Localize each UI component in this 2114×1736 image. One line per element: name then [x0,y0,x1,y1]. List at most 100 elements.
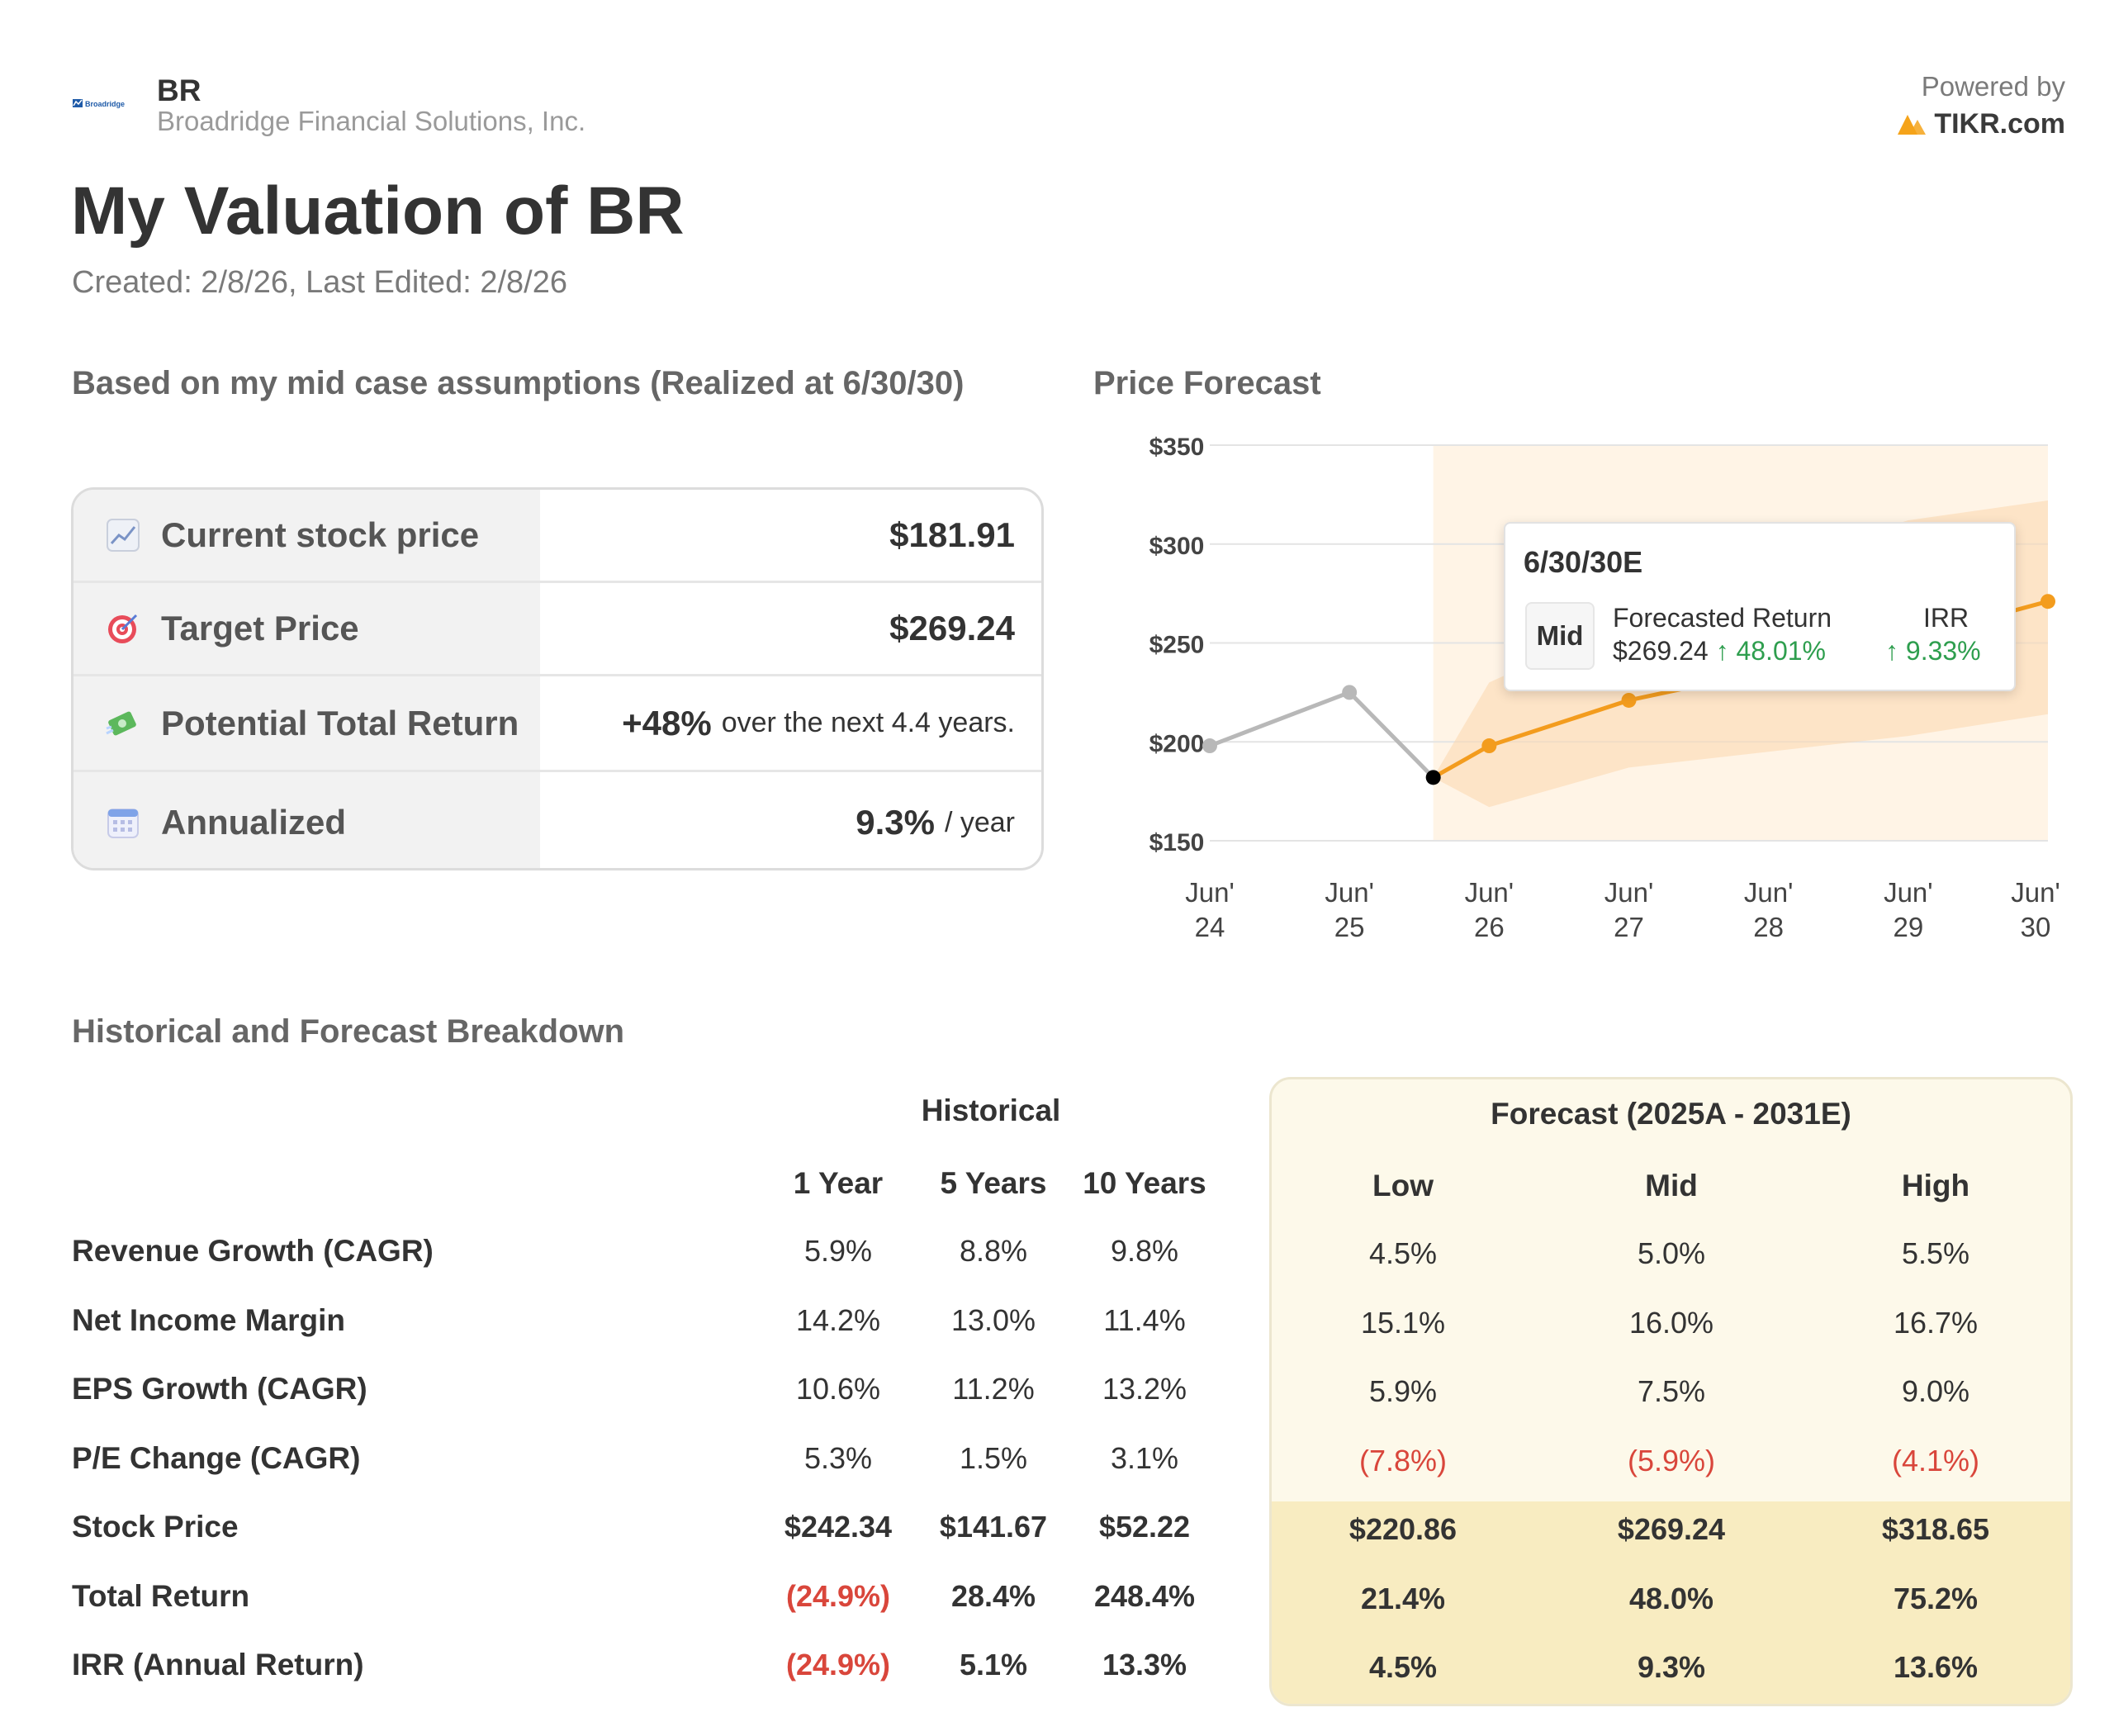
chart-tooltip: 6/30/30E Mid Forecasted Return $269.24 ↑… [1504,522,2016,691]
forecast-cell: $220.86 [1349,1512,1458,1546]
historical-cell: 5.1% [959,1648,1028,1681]
forecast-cell: 16.7% [1893,1305,1979,1340]
summary-row-annualized: Annualized 9.3% / year [73,772,1041,868]
logo-text: Broadridge [85,100,125,108]
tooltip-irr-label: IRR [1923,603,1969,633]
historical-cell: $242.34 [784,1510,893,1544]
tikr-logo-icon [1898,115,1927,135]
summary-row-current-price: Current stock price $181.91 [73,490,1041,583]
calendar-icon [105,804,141,841]
historical-cell: 3.1% [1110,1440,1179,1475]
x-tick-label: 27 [1614,912,1644,942]
current-price-point [1425,770,1441,785]
tooltip-return-pct: ↑ 48.01% [1715,636,1826,666]
tooltip-forecasted-return-label: Forecasted Return [1613,603,1832,633]
forecast-cell: (5.9%) [1627,1443,1716,1477]
summary-row-total-return: Potential Total Return +48% over the nex… [73,676,1041,772]
historical-cell: (24.9%) [785,1578,891,1613]
historical-cell: 11.4% [1103,1302,1186,1337]
x-tick-label: Jun' [1604,877,1654,908]
historical-group-header: Historical [921,1093,1061,1127]
forecast-mid-point [1481,738,1497,754]
forecast-cell: 5.9% [1368,1374,1438,1408]
forecast-cell: (7.8%) [1358,1443,1448,1477]
y-tick-label: $150 [1149,829,1205,856]
breakdown-row-label: IRR (Annual Return) [72,1648,364,1681]
historical-cell: 8.8% [959,1234,1028,1268]
x-tick-label: Jun' [1884,877,1933,908]
historical-col-header: 1 Year [793,1166,884,1200]
x-tick-label: 30 [2021,912,2051,942]
tikr-brand-link[interactable]: TIKR.com [1896,108,2065,140]
forecast-cell: $269.24 [1617,1512,1726,1546]
y-tick-label: $350 [1149,434,1205,461]
x-tick-label: 25 [1334,912,1365,942]
forecast-cell: 13.6% [1893,1650,1979,1684]
breakdown-heading: Historical and Forecast Breakdown [72,1013,625,1050]
breakdown-row-label: Total Return [72,1578,250,1613]
created-edited-dates: Created: 2/8/26, Last Edited: 2/8/26 [72,265,567,300]
historical-cell: 9.8% [1110,1234,1179,1268]
historical-cell: (24.9%) [785,1648,891,1681]
ticker-symbol: BR [157,74,201,107]
forecast-cell: 16.0% [1628,1305,1714,1340]
summary-label: Potential Total Return [161,703,519,742]
historical-cell: 5.3% [803,1440,873,1475]
y-tick-label: $250 [1149,632,1205,659]
historical-price-point [1342,685,1358,700]
y-tick-label: $200 [1149,730,1205,757]
summary-label: Current stock price [161,515,480,554]
historical-price-point [1202,738,1217,754]
summary-row-target-price: Target Price $269.24 [73,583,1041,676]
historical-cell: 13.0% [950,1302,1036,1337]
breakdown-row-label: Stock Price [72,1510,239,1544]
x-tick-label: 24 [1195,912,1225,942]
price-forecast-chart[interactable]: $150 $200 $250 $300 $350 Jun' 24 Jun' 25 Jun' 26 Ju… [1090,413,2081,975]
forecast-col-header: Mid [1645,1169,1698,1202]
historical-cell: 28.4% [950,1578,1036,1613]
x-tick-label: Jun' [1465,877,1514,908]
forecast-cell: 9.0% [1901,1374,1970,1408]
historical-cell: 14.2% [795,1302,881,1337]
forecast-group-header: Forecast (2025A - 2031E) [1491,1097,1851,1131]
forecast-cell: 75.2% [1893,1581,1979,1615]
y-tick-label: $300 [1149,533,1205,560]
tooltip-case-badge: Mid [1525,602,1595,670]
annualized-suffix: / year [944,806,1015,838]
historical-cell: 13.3% [1102,1648,1187,1681]
tooltip-irr-value: ↑ 9.33% [1885,636,1981,666]
x-tick-label: Jun' [2011,877,2060,908]
historical-cell: 5.9% [803,1234,873,1268]
historical-cell: 11.2% [952,1372,1035,1406]
tikr-brand-text: TIKR.com [1934,108,2065,140]
annualized-value: 9.3% [856,803,935,842]
forecast-cell: 5.5% [1901,1236,1970,1270]
money-icon [105,705,141,742]
forecast-cell: $318.65 [1881,1512,1990,1546]
company-name: Broadridge Financial Solutions, Inc. [157,106,586,136]
breakdown-row-label: EPS Growth (CAGR) [72,1372,367,1406]
forecast-cell: 21.4% [1360,1581,1446,1615]
historical-cell: 13.2% [1102,1372,1187,1406]
forecast-cell: 48.0% [1628,1581,1714,1615]
broadridge-logo: Broadridge [73,99,125,108]
forecast-cell: 9.3% [1637,1650,1706,1684]
powered-by-label: Powered by [1921,71,2065,102]
historical-col-header: 10 Years [1083,1166,1206,1200]
historical-cell: $52.22 [1098,1510,1191,1544]
historical-cell: 1.5% [959,1440,1028,1475]
forecast-cell: 4.5% [1368,1236,1438,1270]
x-tick-label: 29 [1893,912,1923,942]
summary-heading: Based on my mid case assumptions (Realiz… [72,365,965,401]
x-tick-label: 26 [1474,912,1505,942]
breakdown-row-label: Revenue Growth (CAGR) [72,1234,434,1268]
x-tick-label: 28 [1753,912,1784,942]
summary-label: Target Price [161,609,359,647]
historical-col-header: 5 Years [940,1166,1047,1200]
forecast-panel-highlight [1272,1501,2070,1704]
breakdown-row-label: P/E Change (CAGR) [72,1440,361,1475]
forecast-mid-point [2041,594,2055,609]
forecast-cell: (4.1%) [1891,1443,1980,1477]
historical-cell: $141.67 [939,1510,1048,1544]
chart-up-icon [105,517,141,553]
